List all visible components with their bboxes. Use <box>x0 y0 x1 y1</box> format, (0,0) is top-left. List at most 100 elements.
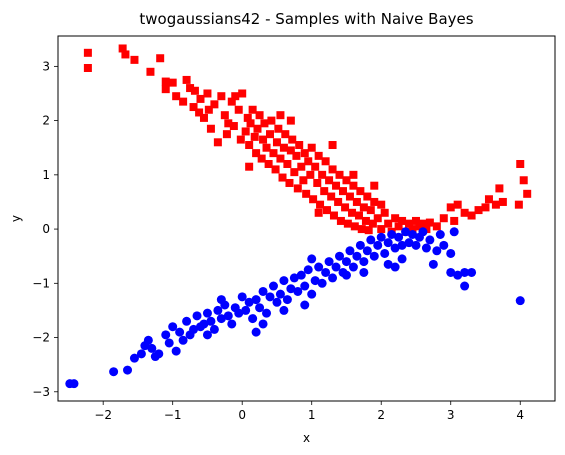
red-square-point <box>231 92 240 101</box>
blue-circle-point <box>446 248 456 258</box>
blue-circle-point <box>341 270 351 280</box>
red-square-point <box>321 157 330 166</box>
red-square-point <box>130 55 139 64</box>
red-square-point <box>342 176 351 185</box>
blue-circle-point <box>272 297 282 307</box>
red-square-point <box>288 135 297 144</box>
blue-circle-point <box>352 251 362 261</box>
red-square-series <box>83 44 532 236</box>
red-square-point <box>229 122 238 131</box>
red-square-point <box>257 154 266 163</box>
red-square-point <box>118 44 127 53</box>
red-square-point <box>363 192 372 201</box>
red-square-point <box>306 170 315 179</box>
blue-circle-point <box>307 254 317 264</box>
red-square-point <box>314 208 323 217</box>
blue-circle-point <box>460 281 470 291</box>
red-square-point <box>276 111 285 120</box>
red-square-point <box>516 159 525 168</box>
red-square-point <box>338 187 347 196</box>
x-tick-label: 4 <box>516 408 524 422</box>
red-square-point <box>318 170 327 179</box>
blue-circle-point <box>328 273 338 283</box>
red-square-point <box>384 219 393 228</box>
blue-circle-point <box>258 286 268 296</box>
blue-circle-point <box>279 276 289 286</box>
blue-circle-point <box>262 308 272 318</box>
y-axis-ticks: −3 −2 −1 0 1 2 3 <box>32 59 58 399</box>
y-tick-label: 1 <box>42 168 50 182</box>
red-square-point <box>357 225 366 234</box>
blue-circle-point <box>251 327 261 337</box>
blue-circle-point <box>404 238 414 248</box>
red-square-point <box>394 222 403 231</box>
x-axis-title: x <box>303 431 310 445</box>
red-square-point <box>260 119 269 128</box>
red-square-point <box>320 187 329 196</box>
blue-circle-point <box>401 227 411 237</box>
red-square-point <box>302 189 311 198</box>
red-square-point <box>210 100 219 109</box>
blue-circle-point <box>425 235 435 245</box>
blue-circle-point <box>244 297 254 307</box>
red-square-point <box>349 170 358 179</box>
red-square-point <box>377 225 386 234</box>
red-square-point <box>359 203 368 212</box>
blue-circle-point <box>241 305 251 315</box>
blue-circle-point <box>293 286 303 296</box>
red-square-point <box>182 75 191 84</box>
red-square-point <box>274 124 283 133</box>
blue-circle-point <box>202 308 212 318</box>
blue-circle-point <box>397 240 407 250</box>
red-square-point <box>245 141 254 150</box>
red-square-point <box>352 197 361 206</box>
blue-circle-point <box>182 316 192 326</box>
red-square-point <box>283 159 292 168</box>
red-square-point <box>161 85 170 94</box>
red-square-point <box>519 176 528 185</box>
y-tick-label: 0 <box>42 222 50 236</box>
blue-circle-point <box>515 296 525 306</box>
blue-circle-point <box>265 292 275 302</box>
blue-circle-point <box>359 267 369 277</box>
blue-circle-point <box>397 254 407 264</box>
blue-circle-point <box>411 240 421 250</box>
red-square-point <box>297 162 306 171</box>
red-square-point <box>276 154 285 163</box>
red-square-point <box>495 184 504 193</box>
red-square-point <box>250 132 259 141</box>
red-square-point <box>168 78 177 87</box>
red-square-point <box>264 159 273 168</box>
blue-circle-point <box>394 232 404 242</box>
red-square-point <box>418 219 427 228</box>
red-square-point <box>425 218 434 227</box>
red-square-point <box>467 211 476 220</box>
red-square-point <box>304 157 313 166</box>
red-square-point <box>172 92 181 101</box>
blue-circle-point <box>171 346 181 356</box>
red-square-point <box>220 111 229 120</box>
blue-circle-point <box>314 262 324 272</box>
blue-circle-point <box>223 311 233 321</box>
blue-circle-point <box>143 335 153 345</box>
red-square-point <box>380 208 389 217</box>
blue-circle-point <box>123 365 133 375</box>
red-square-point <box>279 143 288 152</box>
red-square-point <box>491 200 500 209</box>
red-square-point <box>349 181 358 190</box>
red-square-point <box>323 206 332 215</box>
blue-circle-point <box>421 243 431 253</box>
red-square-point <box>328 141 337 150</box>
red-square-point <box>272 138 281 147</box>
blue-circle-point <box>275 289 285 299</box>
blue-circle-point <box>439 240 449 250</box>
red-square-point <box>286 116 295 125</box>
blue-circle-point <box>317 278 327 288</box>
chart-title: twogaussians42 - Samples with Naive Baye… <box>139 10 473 28</box>
red-square-point <box>450 216 459 225</box>
red-square-point <box>361 216 370 225</box>
y-tick-label: −2 <box>32 331 50 345</box>
red-square-point <box>364 226 373 235</box>
red-square-point <box>217 92 226 101</box>
